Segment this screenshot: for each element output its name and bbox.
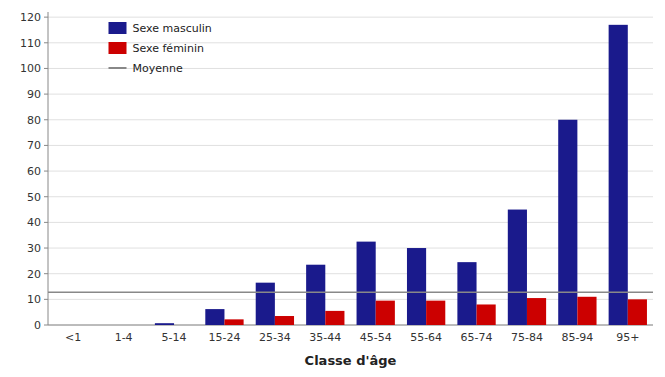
x-tick-label: 75-84 — [511, 331, 543, 344]
bar — [508, 210, 527, 325]
y-tick — [44, 17, 48, 18]
bars — [48, 25, 653, 325]
bar — [527, 298, 546, 325]
bar — [224, 319, 243, 325]
x-tick-label: 1-4 — [115, 331, 133, 344]
x-tick-label: 85-94 — [561, 331, 593, 344]
legend-swatch — [109, 22, 127, 34]
bar — [407, 248, 426, 325]
grid-line — [48, 94, 653, 95]
chart: 0 10 20 30 40 50 60 70 80 90 100 110 120 <1 1-4 5-14 15-… — [0, 0, 665, 377]
legend-swatch — [109, 42, 127, 54]
x-tick-label: 65-74 — [461, 331, 493, 344]
bar — [457, 262, 476, 325]
x-tick-label: 25-34 — [259, 331, 291, 344]
y-tick-label: 120 — [20, 11, 41, 24]
bar — [628, 299, 647, 325]
legend: Sexe masculin Sexe féminin Moyenne — [109, 22, 212, 75]
y-tick-label: 70 — [27, 139, 41, 152]
y-tick-label: 110 — [20, 37, 41, 50]
y-tick-label: 50 — [27, 191, 41, 204]
y-tick — [44, 119, 48, 120]
y-tick — [44, 145, 48, 146]
y-tick — [44, 222, 48, 223]
bar — [376, 301, 395, 325]
bar — [609, 25, 628, 325]
y-tick-label: 40 — [27, 216, 41, 229]
grid — [48, 17, 653, 325]
bar — [558, 120, 577, 325]
y-tick — [44, 248, 48, 249]
y-tick — [44, 325, 48, 326]
y-tick — [44, 171, 48, 172]
y-tick-label: 100 — [20, 62, 41, 75]
y-tick-label: 80 — [27, 114, 41, 127]
bar — [275, 316, 294, 325]
x-tick-label: 5-14 — [162, 331, 187, 344]
legend-label: Sexe masculin — [133, 22, 212, 35]
bar — [174, 325, 193, 326]
grid-line — [48, 17, 653, 18]
bar — [577, 297, 596, 325]
bar — [306, 265, 325, 325]
y-tick — [44, 196, 48, 197]
legend-swatch — [109, 67, 127, 69]
axes: 0 10 20 30 40 50 60 70 80 90 100 110 120 <1 1-4 5-14 15-… — [20, 11, 653, 344]
bar — [477, 304, 496, 325]
x-tick-label: 95+ — [616, 331, 639, 344]
y-tick-label: 0 — [34, 319, 41, 332]
y-tick-label: 30 — [27, 242, 41, 255]
bar — [54, 325, 73, 326]
x-tick-label: 45-54 — [360, 331, 392, 344]
bar — [205, 309, 224, 325]
mean-line — [48, 291, 653, 293]
bar — [357, 242, 376, 325]
y-tick-label: 20 — [27, 268, 41, 281]
y-tick — [44, 68, 48, 69]
y-tick — [44, 94, 48, 95]
bar — [155, 323, 174, 325]
y-tick — [44, 273, 48, 274]
x-tick-label: <1 — [65, 331, 81, 344]
x-axis-label: Classe d'âge — [305, 353, 397, 368]
y-tick-label: 10 — [27, 293, 41, 306]
legend-label: Sexe féminin — [133, 42, 204, 55]
bar — [73, 325, 92, 326]
y-tick-label: 90 — [27, 88, 41, 101]
bar — [256, 283, 275, 325]
x-tick-label: 15-24 — [208, 331, 240, 344]
bar — [104, 325, 123, 326]
bar — [325, 311, 344, 325]
bar — [124, 325, 143, 326]
x-tick-label: 35-44 — [309, 331, 341, 344]
y-axis-line — [48, 12, 49, 325]
bar — [426, 301, 445, 325]
y-tick — [44, 42, 48, 43]
x-tick-label: 55-64 — [410, 331, 442, 344]
y-tick-label: 60 — [27, 165, 41, 178]
y-tick — [44, 299, 48, 300]
legend-label: Moyenne — [133, 62, 183, 75]
